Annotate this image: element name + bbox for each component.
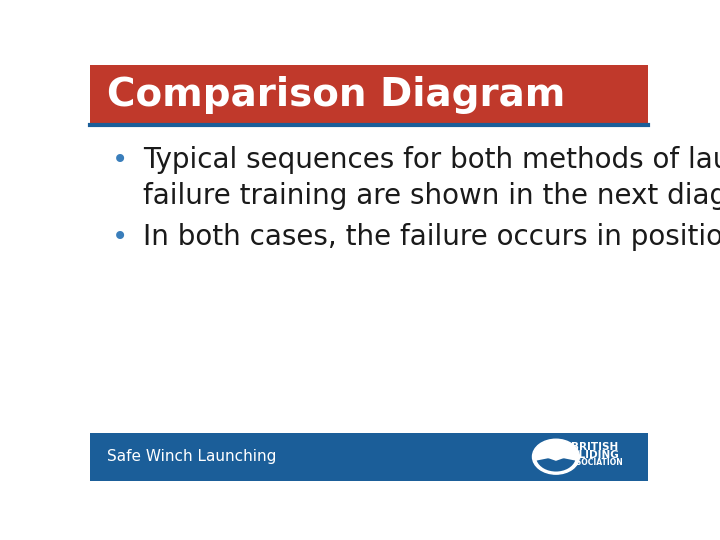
Text: Safe Winch Launching: Safe Winch Launching bbox=[107, 449, 276, 464]
Wedge shape bbox=[536, 457, 575, 471]
Text: •: • bbox=[112, 146, 129, 174]
FancyBboxPatch shape bbox=[90, 65, 648, 125]
Text: Comparison Diagram: Comparison Diagram bbox=[107, 76, 565, 114]
Wedge shape bbox=[544, 451, 567, 461]
FancyBboxPatch shape bbox=[90, 433, 648, 481]
Text: Typical sequences for both methods of launch
failure training are shown in the n: Typical sequences for both methods of la… bbox=[143, 146, 720, 210]
Text: GLIDING: GLIDING bbox=[571, 450, 619, 460]
Circle shape bbox=[533, 439, 580, 474]
Text: In both cases, the failure occurs in position 2: In both cases, the failure occurs in pos… bbox=[143, 223, 720, 251]
Text: ASSOCIATION: ASSOCIATION bbox=[566, 458, 624, 468]
FancyBboxPatch shape bbox=[526, 433, 648, 481]
Text: •: • bbox=[112, 223, 129, 251]
Text: BRITISH: BRITISH bbox=[572, 442, 618, 452]
